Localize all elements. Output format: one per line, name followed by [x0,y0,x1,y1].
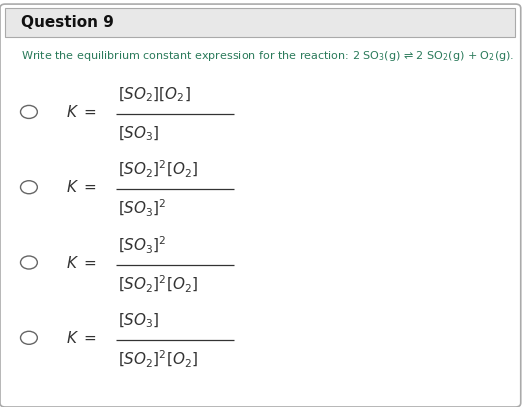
Text: $K\ =$: $K\ =$ [66,104,97,120]
Text: Question 9: Question 9 [21,15,114,30]
Text: $\left[SO_{2}\right]\left[O_{2}\right]$: $\left[SO_{2}\right]\left[O_{2}\right]$ [118,85,191,104]
Text: $\left[SO_{3}\right]^{2}$: $\left[SO_{3}\right]^{2}$ [118,198,167,219]
Text: $K\ =$: $K\ =$ [66,179,97,195]
Text: $\left[SO_{2}\right]^{2}\left[O_{2}\right]$: $\left[SO_{2}\right]^{2}\left[O_{2}\righ… [118,274,198,295]
Text: Write the equilibrium constant expression for the reaction: 2 SO$_3$(g) ⇌ 2 SO$_: Write the equilibrium constant expressio… [21,49,514,63]
Text: $\left[SO_{3}\right]^{2}$: $\left[SO_{3}\right]^{2}$ [118,234,167,256]
Bar [5,8,515,37]
FancyBboxPatch shape [0,4,521,407]
Text: $\left[SO_{3}\right]$: $\left[SO_{3}\right]$ [118,124,160,143]
Text: $\left[SO_{2}\right]^{2}\left[O_{2}\right]$: $\left[SO_{2}\right]^{2}\left[O_{2}\righ… [118,159,198,180]
Text: $\left[SO_{3}\right]$: $\left[SO_{3}\right]$ [118,311,160,330]
Text: $K\ =$: $K\ =$ [66,254,97,271]
Text: $\left[SO_{2}\right]^{2}\left[O_{2}\right]$: $\left[SO_{2}\right]^{2}\left[O_{2}\righ… [118,349,198,370]
Text: $K\ =$: $K\ =$ [66,330,97,346]
